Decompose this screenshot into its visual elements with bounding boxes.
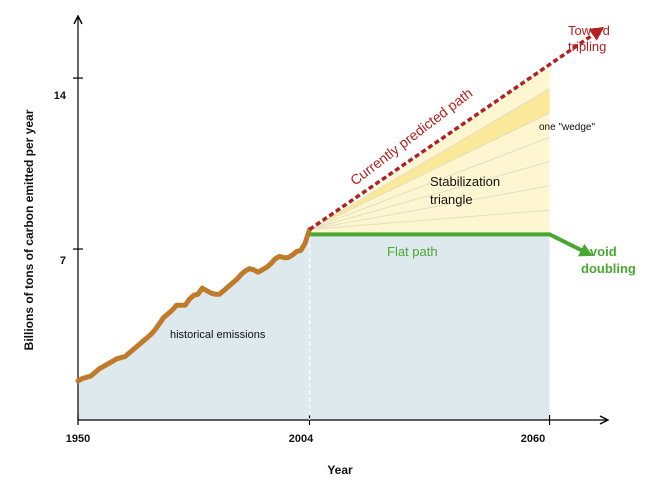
predicted-path-line xyxy=(308,32,596,231)
stabilization-label-1: Stabilization xyxy=(430,174,500,189)
one-wedge-label: one "wedge" xyxy=(539,122,595,133)
flat-path-line xyxy=(309,232,585,254)
wedge-line xyxy=(309,185,550,230)
avoid-doubling-label-1: Avoid xyxy=(581,244,617,259)
y-tick-label-7: 7 xyxy=(60,255,66,267)
wedge-line xyxy=(309,161,550,230)
wedge-line xyxy=(309,88,550,230)
toward-tripling-label-1: Toward xyxy=(568,23,610,38)
wedge-line xyxy=(309,136,550,230)
stabilization-label-2: triangle xyxy=(430,192,473,207)
y-axis-title: Billions of tons of carbon emitted per y… xyxy=(22,109,36,350)
x-tick-label-2060: 2060 xyxy=(521,433,545,445)
predicted-path-arrowhead xyxy=(588,26,605,41)
flat-path-arrowhead xyxy=(578,243,593,257)
wedge-line xyxy=(309,209,550,230)
historical-area xyxy=(78,229,550,420)
wedge-line xyxy=(309,112,550,230)
x-axis-title: Year xyxy=(327,463,353,477)
avoid-doubling-label-2: doubling xyxy=(581,261,636,276)
wedge-divider-lines xyxy=(309,88,550,230)
historical-emissions-label: historical emissions xyxy=(170,329,266,341)
x-tick-label-2004: 2004 xyxy=(289,433,314,445)
x-tick-label-1950: 1950 xyxy=(66,433,90,445)
flat-path-label: Flat path xyxy=(387,244,438,259)
toward-tripling-label-2: tripling xyxy=(568,39,606,54)
historical-emissions-line xyxy=(75,227,312,384)
y-tick-label-14: 14 xyxy=(54,90,67,102)
